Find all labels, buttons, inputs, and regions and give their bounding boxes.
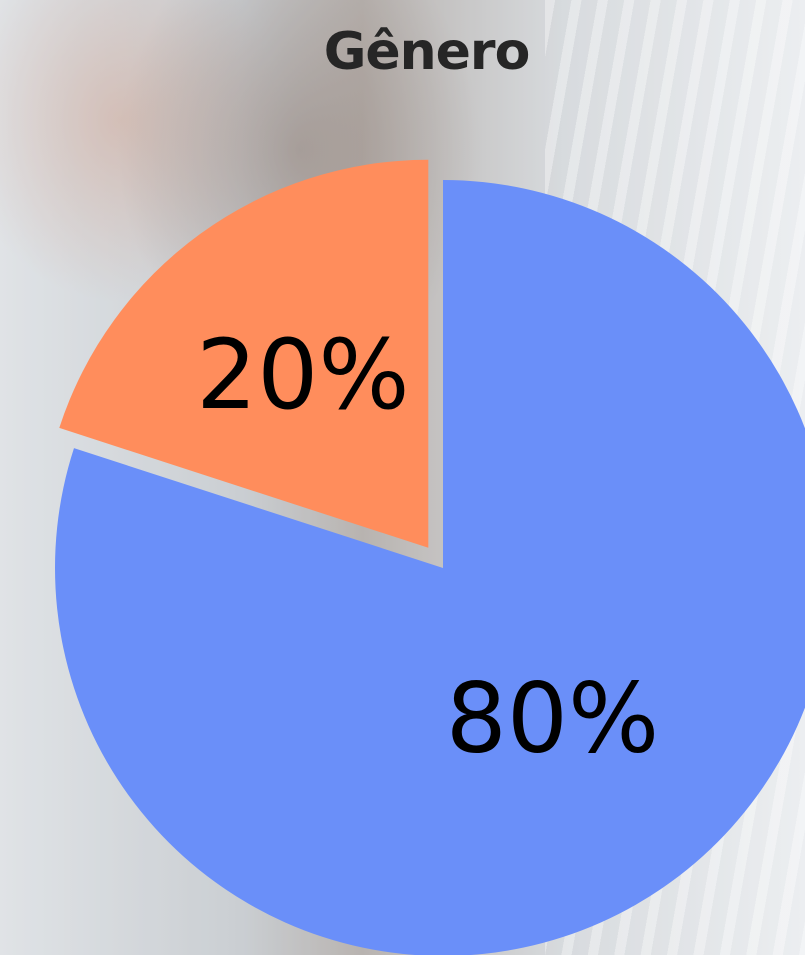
slice-label-20: 20% <box>196 319 409 431</box>
chart-title: Gênero <box>323 22 531 82</box>
pie-slice-80 <box>55 180 805 955</box>
pie-slice-20 <box>59 159 429 548</box>
slice-label-80: 80% <box>446 663 659 775</box>
